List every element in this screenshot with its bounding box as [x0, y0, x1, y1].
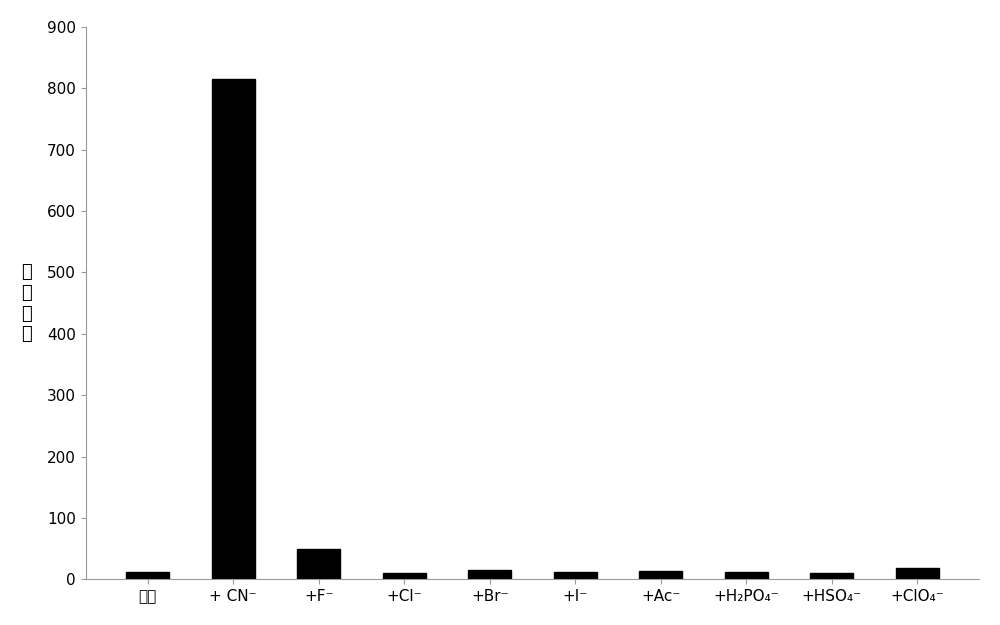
Bar	[383, 573, 426, 579]
Bar	[639, 571, 682, 579]
Bar	[725, 572, 768, 579]
Y-axis label: 荧
光
强
度: 荧 光 强 度	[21, 263, 32, 343]
Bar	[297, 549, 340, 579]
Bar	[554, 572, 597, 579]
Bar	[126, 572, 169, 579]
Bar	[810, 572, 853, 579]
Bar	[896, 568, 939, 579]
Bar	[212, 79, 255, 579]
Bar	[468, 570, 511, 579]
